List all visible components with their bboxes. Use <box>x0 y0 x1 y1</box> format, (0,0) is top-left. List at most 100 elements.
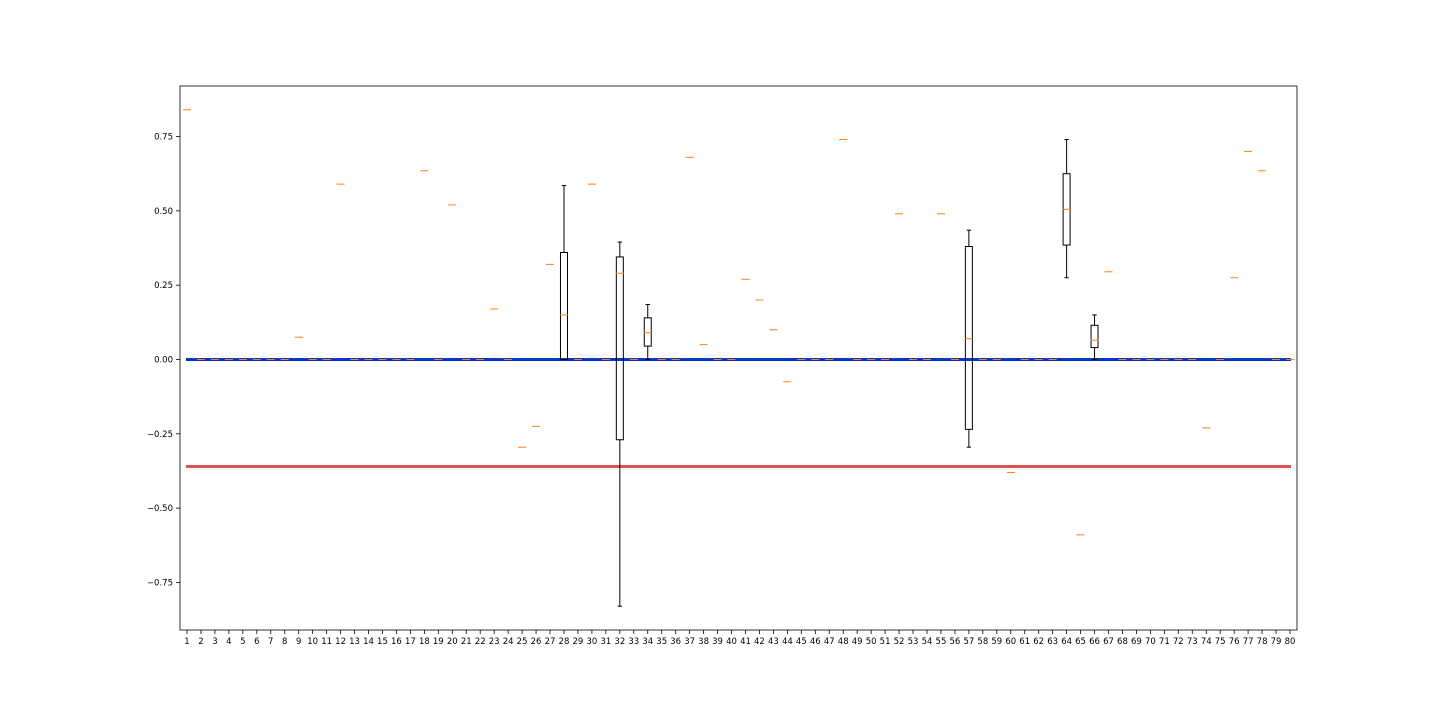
x-tick-label: 55 <box>936 637 947 647</box>
x-tick-label: 11 <box>321 637 332 647</box>
x-tick-label: 65 <box>1075 637 1086 647</box>
x-tick-label: 67 <box>1103 637 1114 647</box>
x-tick-label: 40 <box>726 637 737 647</box>
x-tick-label: 72 <box>1173 637 1184 647</box>
x-tick-label: 18 <box>419 637 430 647</box>
y-tick-label: 0.25 <box>154 281 173 291</box>
x-tick-label: 60 <box>1005 637 1016 647</box>
x-tick-label: 76 <box>1229 637 1240 647</box>
x-tick-label: 10 <box>307 637 318 647</box>
x-tick-label: 50 <box>866 637 877 647</box>
x-tick-label: 63 <box>1047 637 1058 647</box>
x-tick-label: 52 <box>894 637 905 647</box>
box-body <box>643 317 652 347</box>
x-tick-label: 48 <box>838 637 849 647</box>
x-tick-label: 41 <box>740 637 751 647</box>
y-tick-label: 0.00 <box>154 355 173 365</box>
x-tick-label: 74 <box>1201 637 1212 647</box>
x-axis: 1 2 3 4 5 6 7 8 9 10 11 12 13 14 15 16 17 18 19 20 21 22 23 24 2… <box>184 630 1295 647</box>
x-tick-label: 37 <box>684 637 695 647</box>
x-tick-label: 61 <box>1019 637 1030 647</box>
box-body <box>615 256 624 441</box>
plot-area <box>183 109 1294 607</box>
x-tick-label: 15 <box>377 637 388 647</box>
x-tick-label: 73 <box>1187 637 1198 647</box>
axes-frame <box>179 85 1298 631</box>
x-tick-label: 77 <box>1243 637 1254 647</box>
x-tick-label: 29 <box>573 637 584 647</box>
x-tick-label: 45 <box>796 637 807 647</box>
box-body <box>1090 324 1099 349</box>
x-tick-label: 32 <box>614 637 625 647</box>
x-tick-label: 5 <box>240 637 245 647</box>
box-body <box>964 246 973 430</box>
x-tick-label: 21 <box>461 637 472 647</box>
x-tick-label: 6 <box>254 637 259 647</box>
x-tick-label: 27 <box>545 637 556 647</box>
x-tick-label: 33 <box>628 637 639 647</box>
x-tick-label: 25 <box>517 637 528 647</box>
x-tick-label: 1 <box>184 637 189 647</box>
x-tick-label: 75 <box>1215 637 1226 647</box>
x-tick-label: 30 <box>586 637 597 647</box>
x-tick-label: 35 <box>656 637 667 647</box>
x-tick-label: 58 <box>977 637 988 647</box>
y-tick-label: −0.75 <box>147 578 173 588</box>
x-tick-label: 24 <box>503 637 514 647</box>
x-tick-label: 17 <box>405 637 416 647</box>
y-tick-label: −0.25 <box>147 430 173 440</box>
x-tick-label: 68 <box>1117 637 1128 647</box>
y-tick-label: −0.50 <box>147 504 173 514</box>
x-tick-label: 78 <box>1257 637 1268 647</box>
x-tick-label: 64 <box>1061 637 1072 647</box>
x-tick-label: 49 <box>852 637 863 647</box>
box-66 <box>1090 314 1099 360</box>
x-tick-label: 4 <box>226 637 231 647</box>
x-tick-label: 80 <box>1285 637 1296 647</box>
x-tick-label: 34 <box>642 637 653 647</box>
median-markers <box>183 109 1294 536</box>
x-tick-label: 70 <box>1145 637 1156 647</box>
x-tick-label: 44 <box>782 637 793 647</box>
x-tick-label: 51 <box>880 637 891 647</box>
x-tick-label: 47 <box>824 637 835 647</box>
x-tick-label: 62 <box>1033 637 1044 647</box>
x-tick-label: 71 <box>1159 637 1170 647</box>
x-tick-label: 28 <box>559 637 570 647</box>
x-tick-label: 14 <box>363 637 374 647</box>
x-tick-label: 36 <box>670 637 681 647</box>
x-tick-label: 38 <box>698 637 709 647</box>
x-tick-label: 19 <box>433 637 444 647</box>
x-tick-label: 54 <box>922 637 933 647</box>
x-tick-label: 59 <box>991 637 1002 647</box>
y-tick-label: 0.75 <box>154 133 173 143</box>
y-tick-label: 0.50 <box>154 207 173 217</box>
box-34 <box>643 303 652 360</box>
x-tick-label: 9 <box>296 637 301 647</box>
x-tick-label: 16 <box>391 637 402 647</box>
x-tick-label: 42 <box>754 637 765 647</box>
x-tick-label: 8 <box>282 637 287 647</box>
box-plots <box>559 139 1099 607</box>
x-tick-label: 56 <box>949 637 960 647</box>
x-tick-label: 2 <box>198 637 203 647</box>
box-body <box>559 251 568 360</box>
x-tick-label: 20 <box>447 637 458 647</box>
x-tick-label: 43 <box>768 637 779 647</box>
x-tick-label: 39 <box>712 637 723 647</box>
x-tick-label: 26 <box>531 637 542 647</box>
x-tick-label: 3 <box>212 637 217 647</box>
x-tick-label: 12 <box>335 637 346 647</box>
x-tick-label: 22 <box>475 637 486 647</box>
box-57 <box>964 229 973 448</box>
box-32 <box>615 241 624 607</box>
x-tick-label: 7 <box>268 637 273 647</box>
x-tick-label: 69 <box>1131 637 1142 647</box>
x-tick-label: 53 <box>908 637 919 647</box>
x-tick-label: 13 <box>349 637 360 647</box>
x-tick-label: 46 <box>810 637 821 647</box>
x-tick-label: 23 <box>489 637 500 647</box>
y-axis: −0.75 −0.50 −0.25 0.00 0.25 0.50 0.75 <box>147 133 180 588</box>
x-tick-label: 57 <box>963 637 974 647</box>
